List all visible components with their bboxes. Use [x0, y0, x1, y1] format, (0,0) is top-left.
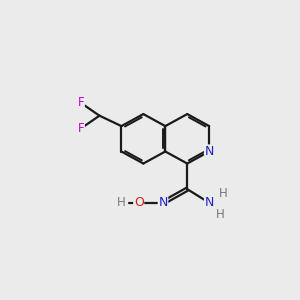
Text: N: N — [205, 145, 214, 158]
Text: H: H — [117, 196, 126, 209]
Text: F: F — [78, 97, 84, 110]
Text: N: N — [205, 196, 214, 209]
Text: N: N — [158, 196, 168, 209]
Text: F: F — [78, 122, 84, 135]
Text: H: H — [216, 208, 225, 221]
Text: H: H — [219, 187, 227, 200]
Text: O: O — [134, 196, 144, 209]
